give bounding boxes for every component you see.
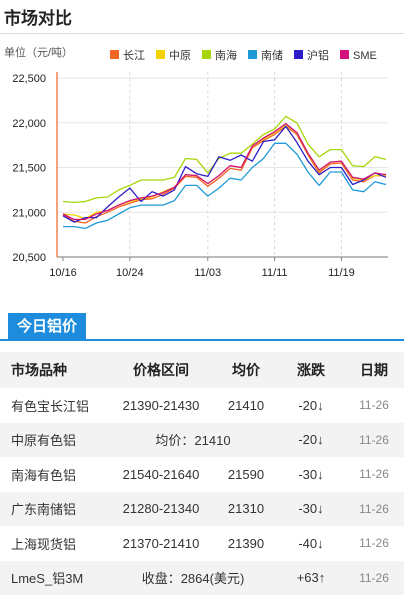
x-tick-label-4: 11/19 — [328, 267, 355, 279]
price-date: 11-26 — [344, 561, 404, 595]
x-tick-label-0: 10/16 — [49, 267, 77, 279]
change-value: -20 — [298, 398, 317, 413]
x-tick-label-1: 10/24 — [116, 267, 144, 279]
legend-label-1: 中原 — [169, 49, 191, 62]
legend-swatch-0 — [110, 50, 119, 59]
legend-swatch-3 — [248, 50, 257, 59]
table-row: 中原有色铝均价：21410-20↓11-26 — [0, 423, 404, 458]
price-date: 11-26 — [344, 457, 404, 492]
market-name: LmeS_铝3M — [0, 561, 108, 595]
market-name: 有色宝长江铝 — [0, 388, 108, 423]
price-range: 21390-21430 — [108, 388, 214, 423]
y-tick-label-3: 22,000 — [12, 118, 46, 130]
y-tick-label-4: 22,500 — [12, 73, 46, 85]
price-change: -20↓ — [278, 423, 344, 458]
price-change: -40↓ — [278, 526, 344, 561]
legend-swatch-5 — [340, 50, 349, 59]
price-change: +63↑ — [278, 561, 344, 595]
average-price: 21410 — [214, 388, 278, 423]
arrow-up-icon: ↑ — [319, 570, 326, 585]
col-header-market: 市场品种 — [0, 352, 108, 388]
market-name: 中原有色铝 — [0, 423, 108, 458]
arrow-down-icon: ↓ — [317, 398, 324, 413]
legend-swatch-2 — [202, 50, 211, 59]
price-comparison-chart: 单位（元/吨） 长江 中原 南海 南储 沪铝 SME 20,500 21,000 21,500 22… — [0, 34, 404, 296]
combined-price: 均价：21410 — [108, 423, 278, 458]
price-range: 21280-21340 — [108, 492, 214, 527]
legend-label-4: 沪铝 — [307, 48, 329, 62]
series-line-2 — [63, 117, 386, 203]
today-price-tab-bar: 今日铝价 — [0, 313, 404, 341]
market-name: 广东南储铝 — [0, 492, 108, 527]
market-name: 南海有色铝 — [0, 457, 108, 492]
price-date: 11-26 — [344, 388, 404, 423]
average-price: 21390 — [214, 526, 278, 561]
arrow-down-icon: ↓ — [317, 501, 324, 516]
average-price: 21590 — [214, 457, 278, 492]
col-header-range: 价格区间 — [108, 352, 214, 388]
arrow-down-icon: ↓ — [317, 432, 324, 447]
y-tick-label-1: 21,000 — [12, 207, 46, 219]
series-line-4 — [63, 126, 386, 222]
table-header-row: 市场品种 价格区间 均价 涨跌 日期 — [0, 352, 404, 388]
x-tick-label-3: 11/11 — [262, 267, 288, 279]
price-range: 21540-21640 — [108, 457, 214, 492]
legend-swatch-1 — [156, 50, 165, 59]
tab-today-aluminum-price[interactable]: 今日铝价 — [8, 313, 86, 341]
legend-label-0: 长江 — [123, 49, 145, 62]
price-change: -30↓ — [278, 492, 344, 527]
legend-label-2: 南海 — [215, 48, 237, 62]
page-title: 市场对比 — [4, 4, 72, 29]
y-tick-label-2: 21,500 — [12, 163, 46, 175]
x-tick-label-2: 11/03 — [194, 267, 221, 279]
change-value: -30 — [298, 467, 317, 482]
price-range: 21370-21410 — [108, 526, 214, 561]
col-header-date: 日期 — [344, 352, 404, 388]
unit-label: 单位（元/吨） — [4, 45, 73, 59]
legend-label-5: SME — [353, 50, 377, 62]
title-bar: 市场对比 — [0, 0, 404, 34]
price-date: 11-26 — [344, 423, 404, 458]
price-date: 11-26 — [344, 492, 404, 527]
change-value: -30 — [298, 501, 317, 516]
arrow-down-icon: ↓ — [317, 536, 324, 551]
change-value: -40 — [298, 536, 317, 551]
price-change: -30↓ — [278, 457, 344, 492]
change-value: -20 — [298, 432, 317, 447]
col-header-avg: 均价 — [214, 352, 278, 388]
price-date: 11-26 — [344, 526, 404, 561]
col-header-change: 涨跌 — [278, 352, 344, 388]
change-value: +63 — [297, 570, 319, 585]
legend-label-3: 南储 — [261, 48, 283, 62]
y-tick-label-0: 20,500 — [12, 252, 46, 264]
combined-price: 收盘：2864(美元) — [108, 561, 278, 595]
average-price: 21310 — [214, 492, 278, 527]
market-name: 上海现货铝 — [0, 526, 108, 561]
price-change: -20↓ — [278, 388, 344, 423]
legend-swatch-4 — [294, 50, 303, 59]
arrow-down-icon: ↓ — [317, 467, 324, 482]
